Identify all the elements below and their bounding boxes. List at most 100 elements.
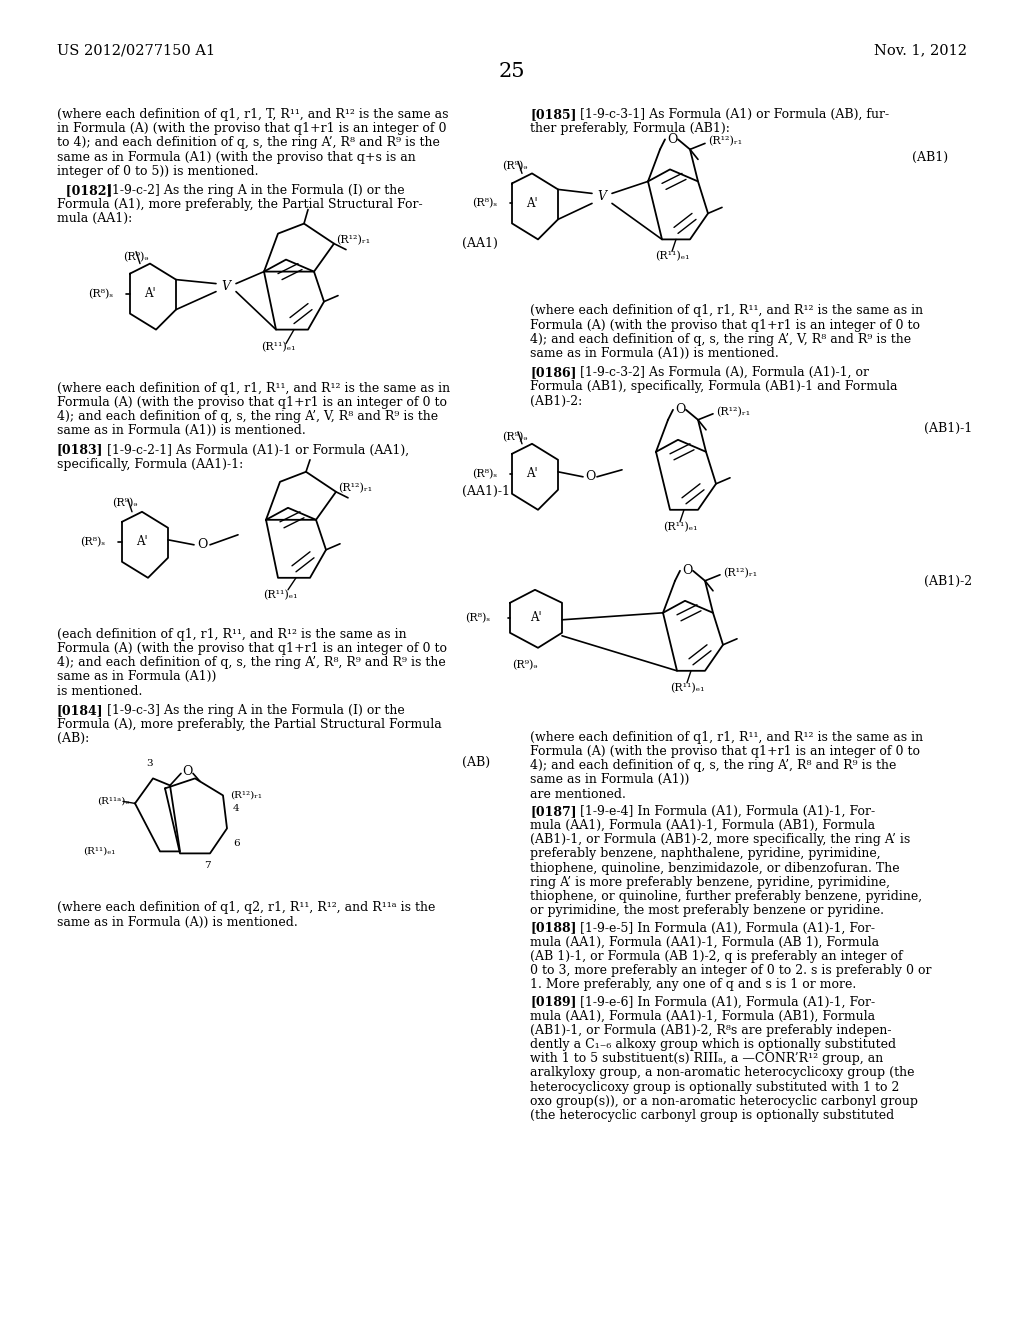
Text: mula (AA1), Formula (AA1)-1, Formula (AB1), Formula: mula (AA1), Formula (AA1)-1, Formula (AB…	[530, 1010, 876, 1023]
Text: mula (AA1), Formula (AA1)-1, Formula (AB1), Formula: mula (AA1), Formula (AA1)-1, Formula (AB…	[530, 818, 876, 832]
Text: (R¹²)ᵣ₁: (R¹²)ᵣ₁	[723, 568, 757, 578]
Text: 4: 4	[233, 804, 240, 813]
Text: (where each definition of q1, r1, R¹¹, and R¹² is the same as in: (where each definition of q1, r1, R¹¹, a…	[57, 381, 451, 395]
Text: [0183]: [0183]	[57, 444, 103, 457]
Text: (R¹¹)ₑ₁: (R¹¹)ₑ₁	[670, 682, 705, 693]
Text: are mentioned.: are mentioned.	[530, 788, 626, 801]
Text: same as in Formula (A1)) is mentioned.: same as in Formula (A1)) is mentioned.	[530, 347, 778, 360]
Text: (R⁸)ₛ: (R⁸)ₛ	[472, 198, 497, 209]
Text: same as in Formula (A1)): same as in Formula (A1))	[530, 774, 689, 787]
Text: (R⁸)ₛ: (R⁸)ₛ	[465, 612, 490, 623]
Text: Nov. 1, 2012: Nov. 1, 2012	[874, 44, 967, 57]
Text: (R⁸)ₛ: (R⁸)ₛ	[472, 469, 497, 479]
Text: (AB1)-2: (AB1)-2	[924, 574, 972, 587]
Text: 7: 7	[204, 862, 210, 870]
Text: A': A'	[136, 536, 147, 548]
Text: 25: 25	[499, 62, 525, 81]
Text: V: V	[221, 280, 230, 293]
Text: (R¹²)ᵣ₁: (R¹²)ᵣ₁	[336, 235, 370, 244]
Text: Formula (AB1), specifically, Formula (AB1)-1 and Formula: Formula (AB1), specifically, Formula (AB…	[530, 380, 897, 393]
Text: integer of 0 to 5)) is mentioned.: integer of 0 to 5)) is mentioned.	[57, 165, 258, 178]
Text: (AB1)-1, or Formula (AB1)-2, R⁸s are preferably indepen-: (AB1)-1, or Formula (AB1)-2, R⁸s are pre…	[530, 1024, 892, 1036]
Text: (where each definition of q1, r1, R¹¹, and R¹² is the same as in: (where each definition of q1, r1, R¹¹, a…	[530, 305, 923, 317]
Text: [0185]: [0185]	[530, 108, 577, 121]
Text: (AA1)-1: (AA1)-1	[462, 484, 510, 498]
Text: O: O	[682, 565, 692, 577]
Text: O: O	[675, 404, 685, 416]
Text: to 4); and each definition of q, s, the ring A’, R⁸ and R⁹ is the: to 4); and each definition of q, s, the …	[57, 136, 440, 149]
Text: [0188]: [0188]	[530, 921, 577, 935]
Text: ther preferably, Formula (AB1):: ther preferably, Formula (AB1):	[530, 123, 730, 135]
Text: (R¹¹)ₑ₁: (R¹¹)ₑ₁	[663, 521, 697, 532]
Text: (AB 1)-1, or Formula (AB 1)-2, q is preferably an integer of: (AB 1)-1, or Formula (AB 1)-2, q is pref…	[530, 950, 902, 962]
Text: [1-9-e-6] In Formula (A1), Formula (A1)-1, For-: [1-9-e-6] In Formula (A1), Formula (A1)-…	[572, 995, 876, 1008]
Text: O: O	[197, 539, 207, 552]
Text: (R⁹)ₔ: (R⁹)ₔ	[502, 161, 527, 172]
Text: (R¹¹)ₑ₁: (R¹¹)ₑ₁	[83, 847, 115, 855]
Text: A': A'	[530, 611, 542, 624]
Text: mula (AA1), Formula (AA1)-1, Formula (AB 1), Formula: mula (AA1), Formula (AA1)-1, Formula (AB…	[530, 936, 880, 949]
Text: (where each definition of q1, q2, r1, R¹¹, R¹², and R¹¹ᵃ is the: (where each definition of q1, q2, r1, R¹…	[57, 902, 435, 915]
Text: [0189]: [0189]	[530, 995, 577, 1008]
Text: 6: 6	[233, 840, 240, 847]
Text: [0186]: [0186]	[530, 366, 577, 379]
Text: (R¹²)ᵣ₁: (R¹²)ᵣ₁	[708, 136, 742, 147]
Text: [1-9-c-2] As the ring A in the Formula (I) or the: [1-9-c-2] As the ring A in the Formula (…	[99, 183, 404, 197]
Text: 1. More preferably, any one of q and s is 1 or more.: 1. More preferably, any one of q and s i…	[530, 978, 856, 991]
Text: [1-9-c-3-1] As Formula (A1) or Formula (AB), fur-: [1-9-c-3-1] As Formula (A1) or Formula (…	[572, 108, 889, 121]
Text: (R⁸)ₛ: (R⁸)ₛ	[80, 537, 105, 546]
Text: [0184]: [0184]	[57, 704, 103, 717]
Text: (AB1)-1, or Formula (AB1)-2, more specifically, the ring A’ is: (AB1)-1, or Formula (AB1)-2, more specif…	[530, 833, 910, 846]
Text: 4); and each definition of q, s, the ring A’, V, R⁸ and R⁹ is the: 4); and each definition of q, s, the rin…	[530, 333, 911, 346]
Text: heterocyclicoxy group is optionally substituted with 1 to 2: heterocyclicoxy group is optionally subs…	[530, 1081, 899, 1093]
Text: (the heterocyclic carbonyl group is optionally substituted: (the heterocyclic carbonyl group is opti…	[530, 1109, 894, 1122]
Text: (R⁹)ₔ: (R⁹)ₔ	[502, 432, 527, 442]
Text: same as in Formula (A1)): same as in Formula (A1))	[57, 671, 216, 684]
Text: in Formula (A) (with the proviso that q1+r1 is an integer of 0: in Formula (A) (with the proviso that q1…	[57, 123, 446, 135]
Text: [1-9-e-4] In Formula (A1), Formula (A1)-1, For-: [1-9-e-4] In Formula (A1), Formula (A1)-…	[572, 805, 876, 818]
Text: 0 to 3, more preferably an integer of 0 to 2. s is preferably 0 or: 0 to 3, more preferably an integer of 0 …	[530, 964, 932, 977]
Text: mula (AA1):: mula (AA1):	[57, 213, 132, 226]
Text: same as in Formula (A1)) is mentioned.: same as in Formula (A1)) is mentioned.	[57, 424, 306, 437]
Text: same as in Formula (A)) is mentioned.: same as in Formula (A)) is mentioned.	[57, 916, 298, 928]
Text: (AB1)-1: (AB1)-1	[924, 422, 972, 434]
Text: 4); and each definition of q, s, the ring A’, R⁸, R⁹ and R⁹ is the: 4); and each definition of q, s, the rin…	[57, 656, 445, 669]
Text: (R⁸)ₛ: (R⁸)ₛ	[88, 289, 113, 298]
Text: with 1 to 5 substituent(s) RIIIₐ, a —CONR’R¹² group, an: with 1 to 5 substituent(s) RIIIₐ, a —CON…	[530, 1052, 884, 1065]
Text: (R⁹)ₔ: (R⁹)ₔ	[112, 498, 137, 508]
Text: A': A'	[526, 467, 538, 480]
Text: (R¹¹ᵃ)ₔ: (R¹¹ᵃ)ₔ	[97, 797, 129, 807]
Text: oxo group(s)), or a non-aromatic heterocyclic carbonyl group: oxo group(s)), or a non-aromatic heteroc…	[530, 1094, 918, 1107]
Text: 4); and each definition of q, s, the ring A’, V, R⁸ and R⁹ is the: 4); and each definition of q, s, the rin…	[57, 411, 438, 422]
Text: (R¹²)ᵣ₁: (R¹²)ᵣ₁	[716, 407, 751, 417]
Text: (AB): (AB)	[462, 756, 490, 770]
Text: (R¹¹)ₑ₁: (R¹¹)ₑ₁	[654, 251, 689, 261]
Text: O: O	[667, 133, 677, 147]
Text: dently a C₁₋₆ alkoxy group which is optionally substituted: dently a C₁₋₆ alkoxy group which is opti…	[530, 1038, 896, 1051]
Text: [1-9-c-2-1] As Formula (A1)-1 or Formula (AA1),: [1-9-c-2-1] As Formula (A1)-1 or Formula…	[99, 444, 410, 457]
Text: Formula (A1), more preferably, the Partial Structural For-: Formula (A1), more preferably, the Parti…	[57, 198, 423, 211]
Text: (each definition of q1, r1, R¹¹, and R¹² is the same as in: (each definition of q1, r1, R¹¹, and R¹²…	[57, 628, 407, 640]
Text: (R⁹)ₔ: (R⁹)ₔ	[123, 252, 148, 261]
Text: [1-9-e-5] In Formula (A1), Formula (A1)-1, For-: [1-9-e-5] In Formula (A1), Formula (A1)-…	[572, 921, 874, 935]
Text: V: V	[597, 190, 606, 203]
Text: Formula (A) (with the proviso that q1+r1 is an integer of 0 to: Formula (A) (with the proviso that q1+r1…	[57, 642, 447, 655]
Text: 3: 3	[146, 759, 154, 768]
Text: aralkyloxy group, a non-aromatic heterocyclicoxy group (the: aralkyloxy group, a non-aromatic heteroc…	[530, 1067, 914, 1080]
Text: (AB1)-2:: (AB1)-2:	[530, 395, 583, 408]
Text: or pyrimidine, the most preferably benzene or pyridine.: or pyrimidine, the most preferably benze…	[530, 904, 884, 917]
Text: 4); and each definition of q, s, the ring A’, R⁸ and R⁹ is the: 4); and each definition of q, s, the rin…	[530, 759, 896, 772]
Text: (AB1): (AB1)	[912, 152, 948, 165]
Text: thiophene, or quinoline, further preferably benzene, pyridine,: thiophene, or quinoline, further prefera…	[530, 890, 923, 903]
Text: A': A'	[144, 286, 156, 300]
Text: (R⁹)ₔ: (R⁹)ₔ	[512, 660, 538, 671]
Text: (R¹²)ᵣ₁: (R¹²)ᵣ₁	[338, 483, 372, 492]
Text: O: O	[585, 470, 595, 483]
Text: O: O	[182, 764, 193, 777]
Text: specifically, Formula (AA1)-1:: specifically, Formula (AA1)-1:	[57, 458, 244, 471]
Text: (R¹²)ᵣ₁: (R¹²)ᵣ₁	[230, 791, 262, 800]
Text: US 2012/0277150 A1: US 2012/0277150 A1	[57, 44, 215, 57]
Text: [0182]: [0182]	[57, 183, 113, 197]
Text: (R¹¹)ₑ₁: (R¹¹)ₑ₁	[263, 590, 297, 601]
Text: (where each definition of q1, r1, T, R¹¹, and R¹² is the same as: (where each definition of q1, r1, T, R¹¹…	[57, 108, 449, 121]
